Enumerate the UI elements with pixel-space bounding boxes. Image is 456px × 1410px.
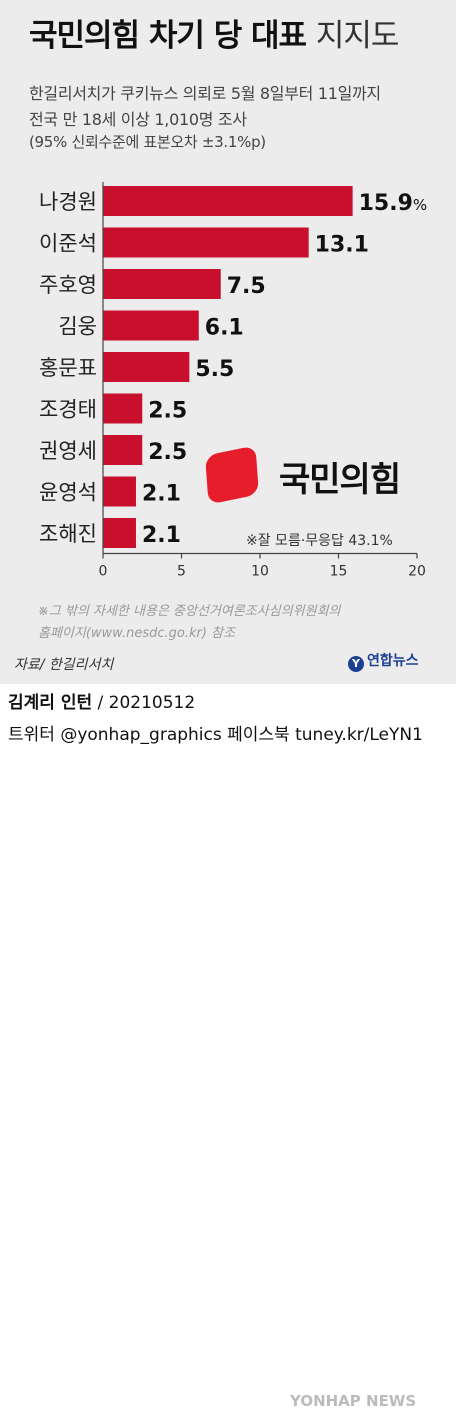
category-label: 조경태 (39, 398, 97, 422)
bar-chart: 나경원 15.9% 이준석 13.1 주호영 7.5 김웅 6.1 홍문표 5.5 조경태 2.5 권영… (39, 182, 428, 580)
credit-author: 김계리 인턴 (8, 693, 93, 713)
footnote-line-2: 홈페이지(www.nesdc.go.kr) 참조 (38, 626, 235, 641)
category-label: 조해진 (39, 522, 97, 546)
bar (103, 310, 199, 341)
value-label: 7.5 (227, 274, 266, 299)
category-label: 이준석 (39, 232, 97, 256)
subtitle-line-3: (95% 신뢰수준에 표본오차 ±3.1%p) (29, 133, 266, 151)
category-label: 홍문표 (39, 356, 97, 380)
category-label: 주호영 (39, 273, 97, 297)
credit-line-1: 김계리 인턴 / 20210512 (8, 688, 195, 713)
value-label: 2.1 (142, 482, 181, 507)
yonhap-logo: Y 연합뉴스 (348, 650, 419, 672)
party-logo-text: 국민의힘 (279, 460, 401, 500)
x-tick-label: 5 (177, 564, 186, 580)
value-label: 6.1 (205, 316, 244, 341)
value-label: 2.5 (148, 440, 187, 465)
x-tick-label: 20 (408, 564, 426, 580)
subtitle-line-2: 전국 만 18세 이상 1,010명 조사 (29, 110, 247, 129)
bar (103, 435, 143, 465)
yonhap-logo-icon: Y (348, 656, 364, 672)
category-label: 권영세 (39, 439, 97, 463)
footnote-line-1: ※그 밖의 자세한 내용은 중앙선거여론조사심의위원회의 (38, 604, 341, 619)
source-label: 자료/ 한길리서치 (14, 657, 114, 673)
bar (103, 476, 136, 507)
x-tick-label: 15 (330, 564, 348, 580)
bar (103, 227, 309, 258)
bar (103, 186, 353, 216)
value-label: 13.1 (315, 233, 369, 258)
bar (103, 352, 190, 382)
infographic: 국민의힘 차기 당 대표 지지도 한길리서치가 쿠키뉴스 의뢰로 5월 8일부터… (0, 0, 456, 750)
yonhap-logo-text: 연합뉴스 (367, 653, 419, 669)
no-answer-note: ※잘 모름·무응답 43.1% (246, 533, 393, 549)
watermark: YONHAP NEWS (290, 1392, 417, 1410)
category-label: 나경원 (39, 190, 97, 214)
credit-line-2: 트위터 @yonhap_graphics 페이스북 tuney.kr/LeYN1 (8, 725, 423, 745)
value-label: 2.1 (142, 523, 181, 548)
bar (103, 393, 143, 424)
bar (103, 518, 136, 548)
value-label: 2.5 (148, 399, 187, 424)
x-tick-label: 10 (251, 564, 269, 580)
credit-bar: 김계리 인턴 / 20210512 트위터 @yonhap_graphics 페… (0, 684, 456, 1410)
value-unit: % (413, 196, 427, 214)
chart-title-bold: 국민의힘 차기 당 대표 (29, 18, 307, 54)
x-tick-label: 0 (99, 564, 108, 580)
credit-date: / 20210512 (92, 693, 196, 713)
value-label: 15.9% (359, 191, 428, 216)
value-label: 5.5 (195, 357, 234, 382)
chart-title-light: 지지도 (315, 18, 400, 54)
category-label: 김웅 (58, 315, 97, 339)
chart-title: 국민의힘 차기 당 대표 지지도 (29, 10, 400, 55)
subtitle-line-1: 한길리서치가 쿠키뉴스 의뢰로 5월 8일부터 11일까지 (29, 84, 381, 103)
category-label: 윤영석 (39, 481, 97, 505)
bar (103, 269, 221, 299)
